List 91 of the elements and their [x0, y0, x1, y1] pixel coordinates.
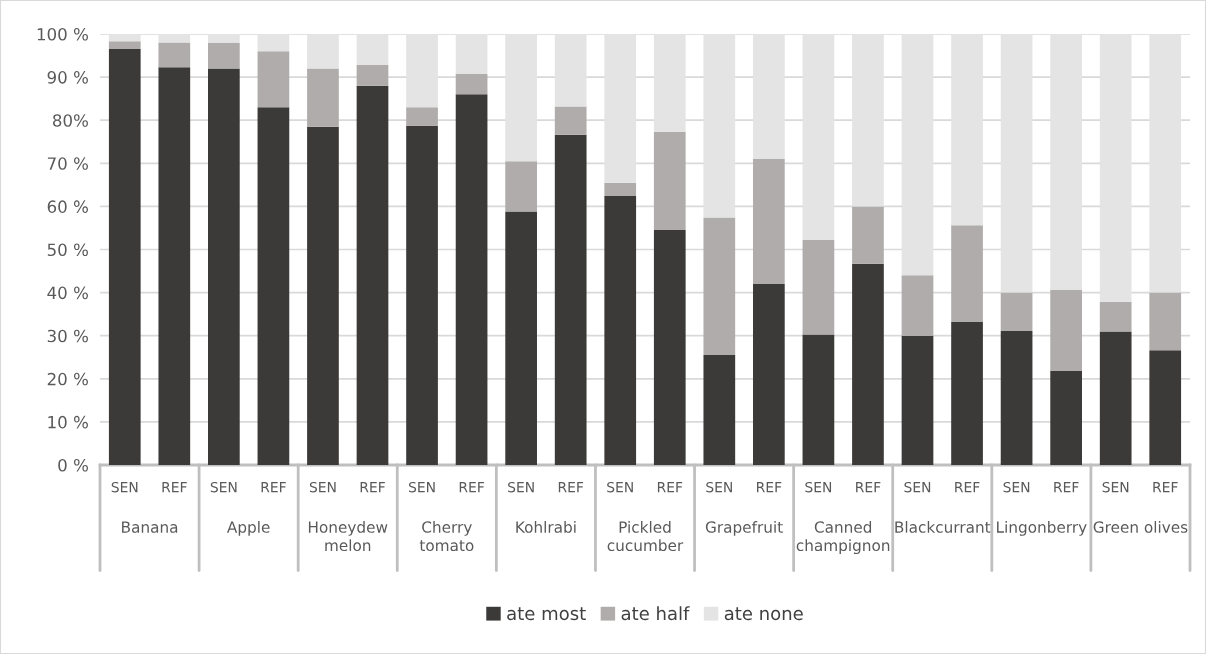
- bar: [108, 49, 141, 465]
- bar: [108, 41, 141, 50]
- bar: [802, 334, 835, 465]
- bar: [653, 230, 686, 465]
- bar: [158, 42, 191, 68]
- bar: [406, 107, 438, 126]
- bar: [307, 68, 339, 127]
- bar: [1050, 290, 1082, 372]
- y-tick-label: 50 %: [47, 243, 88, 257]
- bar: [208, 68, 240, 465]
- x-tick-label: SEN: [508, 481, 534, 493]
- bar: [653, 131, 686, 231]
- bar: [1050, 371, 1082, 465]
- bar: [1099, 301, 1132, 332]
- text: Kohlrabi: [516, 521, 576, 533]
- bar: [951, 225, 983, 322]
- x-tick-label: REF: [657, 482, 683, 493]
- bar: [703, 355, 736, 465]
- x-tick-label: SEN: [904, 481, 931, 493]
- legend-label: ate half: [621, 606, 690, 621]
- bar: [852, 206, 884, 264]
- x-tick-label: SEN: [1003, 481, 1030, 493]
- x-tick-label: REF: [360, 482, 385, 493]
- x-tick-label: REF: [162, 482, 187, 493]
- text: Grapefruit: [705, 521, 783, 536]
- bar: [1000, 292, 1033, 331]
- bar: [753, 158, 785, 284]
- bar: [208, 42, 240, 69]
- bar: [257, 107, 290, 465]
- x-tick-label: SEN: [706, 481, 732, 493]
- y-tick-label: 30 %: [47, 329, 88, 343]
- bar: [505, 161, 537, 212]
- x-tick-label: SEN: [1102, 481, 1129, 493]
- bar: [1000, 330, 1033, 465]
- x-tick-label: REF: [261, 482, 286, 493]
- x-tick-label: SEN: [111, 481, 138, 493]
- bar: [604, 182, 637, 197]
- bar: [455, 74, 488, 95]
- bar: [901, 275, 934, 336]
- bar: [901, 335, 934, 465]
- bar: [852, 263, 884, 465]
- bar: [1099, 331, 1132, 465]
- bar: [703, 217, 736, 356]
- text: Pickled cucumber: [607, 521, 684, 552]
- bar: [554, 106, 587, 135]
- x-tick-label: REF: [1054, 482, 1079, 493]
- y-tick-label: 20 %: [47, 372, 88, 386]
- bar: [951, 321, 983, 465]
- bar: [307, 126, 339, 465]
- text: Canned champignon: [796, 521, 890, 555]
- y-tick-label: 10 %: [48, 415, 88, 429]
- y-tick-label: 60 %: [47, 200, 88, 213]
- x-tick-label: SEN: [805, 481, 832, 493]
- legend-label: ate most: [507, 607, 586, 621]
- bar: [802, 240, 835, 335]
- y-tick-label: 0 %: [58, 458, 88, 472]
- bar: [505, 211, 537, 465]
- bar: [356, 85, 389, 465]
- x-tick-label: REF: [558, 482, 584, 493]
- bar: [158, 67, 191, 465]
- x-tick-label: REF: [955, 482, 980, 493]
- text: Cherry tomato: [419, 521, 474, 552]
- y-tick-label: 40 %: [47, 286, 88, 300]
- x-tick-label: SEN: [309, 481, 336, 493]
- bar: [1149, 350, 1182, 465]
- bar: [753, 283, 785, 465]
- y-tick-label: 70 %: [47, 157, 88, 170]
- bar: [356, 65, 389, 86]
- text: Honeydew melon: [308, 521, 388, 552]
- x-tick-label: REF: [757, 482, 782, 493]
- bar: [554, 134, 587, 465]
- x-tick-label: REF: [1153, 482, 1178, 493]
- text: Blackcurrant: [895, 521, 991, 533]
- legend-label: ate none: [724, 607, 803, 621]
- bar: [406, 125, 438, 465]
- x-tick-label: SEN: [210, 481, 237, 493]
- bar: [455, 94, 488, 465]
- y-tick-label: 100 %: [37, 27, 88, 41]
- text: Lingonberry: [997, 521, 1087, 536]
- bar: [1149, 292, 1182, 351]
- text: Apple: [227, 521, 270, 536]
- x-tick-label: REF: [459, 482, 484, 493]
- x-tick-label: REF: [856, 482, 881, 493]
- y-tick-label: 90 %: [47, 71, 88, 84]
- x-tick-label: SEN: [408, 481, 435, 493]
- bar: [604, 196, 637, 465]
- bar: [257, 51, 290, 108]
- text: Banana: [122, 521, 178, 533]
- y-tick-label: 80%: [52, 114, 88, 127]
- text: Green olives: [1093, 521, 1188, 533]
- x-tick-label: SEN: [607, 481, 633, 493]
